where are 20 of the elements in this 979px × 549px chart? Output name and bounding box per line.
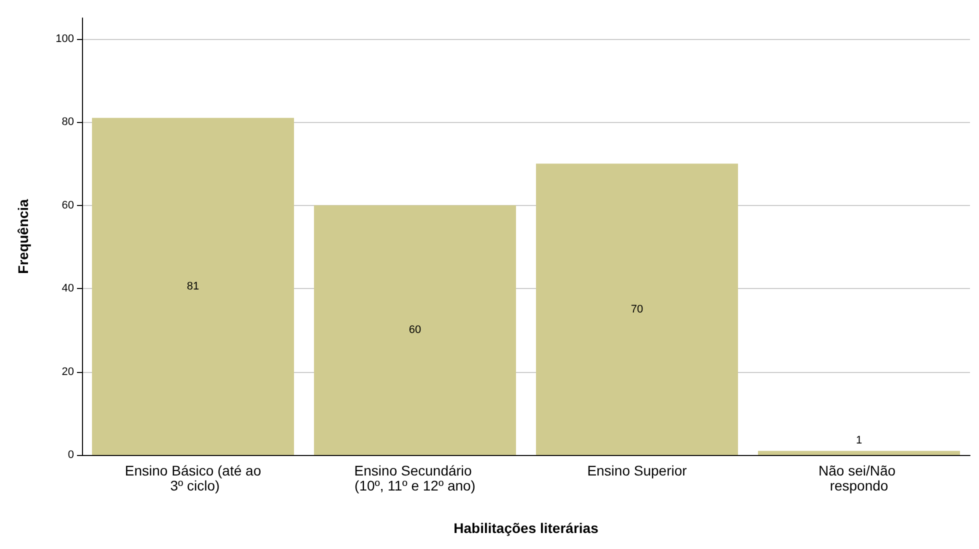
y-tick-label: 0 bbox=[68, 449, 74, 461]
x-tick-label: Ensino Secundário (10º, 11º e 12º ano) bbox=[354, 462, 476, 494]
y-tick-label: 40 bbox=[62, 282, 74, 295]
bar bbox=[536, 164, 738, 455]
x-axis-title: Habilitações literárias bbox=[454, 520, 599, 536]
data-label: 1 bbox=[856, 434, 862, 446]
x-tick-label: Ensino Superior bbox=[587, 462, 688, 478]
y-tick-label: 80 bbox=[62, 116, 74, 128]
y-tick-label: 60 bbox=[62, 199, 74, 212]
data-label: 81 bbox=[186, 280, 200, 292]
y-axis-title: Frequência bbox=[15, 198, 31, 274]
y-tick-label: 100 bbox=[56, 32, 74, 45]
bar bbox=[314, 205, 516, 455]
x-tick-label: Não sei/Não respondo bbox=[818, 462, 900, 494]
x-tick-label: Ensino Básico (até ao 3º ciclo) bbox=[124, 462, 262, 494]
data-label: 60 bbox=[408, 324, 422, 336]
data-label: 70 bbox=[630, 303, 644, 316]
bar bbox=[92, 118, 294, 455]
bar bbox=[758, 450, 960, 455]
y-tick-label: 20 bbox=[62, 366, 74, 378]
